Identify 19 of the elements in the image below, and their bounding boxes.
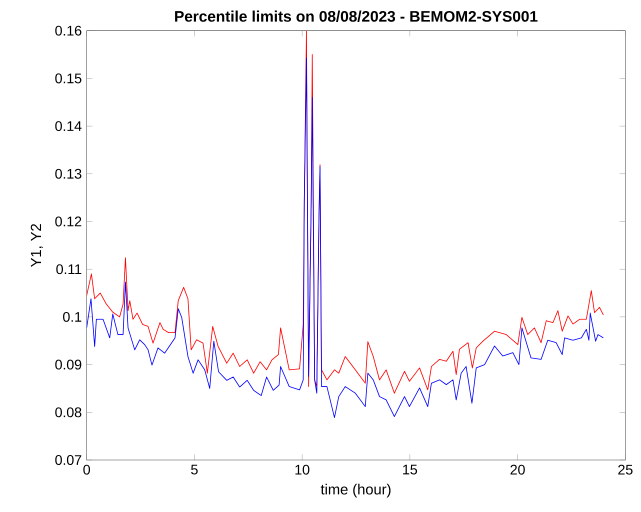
x-tick-label: 15 (403, 464, 418, 474)
y-tick-label: 0.12 (55, 216, 82, 226)
x-axis-title: time (hour) (320, 484, 391, 498)
x-tick-label: 0 (83, 464, 90, 475)
x-tick-label: 10 (295, 464, 310, 475)
y-tick-label: 0.14 (55, 121, 82, 132)
x-tick-label: 20 (510, 464, 525, 475)
x-tick-label: 5 (191, 464, 198, 474)
y-tick-label: 0.1 (63, 312, 82, 322)
y-tick-label: 0.16 (55, 26, 82, 36)
y-tick-label: 0.11 (56, 264, 82, 274)
y-tick-label: 0.15 (55, 73, 82, 84)
y-tick-label: 0.07 (55, 455, 82, 465)
x-tick-label: 25 (618, 464, 633, 475)
y-axis-title: Y1, Y2 (30, 224, 43, 268)
y-tick-label: 0.08 (55, 407, 82, 418)
y-tick-label: 0.13 (55, 168, 82, 179)
y-tick-label: 0.09 (55, 360, 82, 370)
chart-title: Percentile limits on 08/08/2023 - BEMOM2-SYS001 (175, 10, 538, 22)
